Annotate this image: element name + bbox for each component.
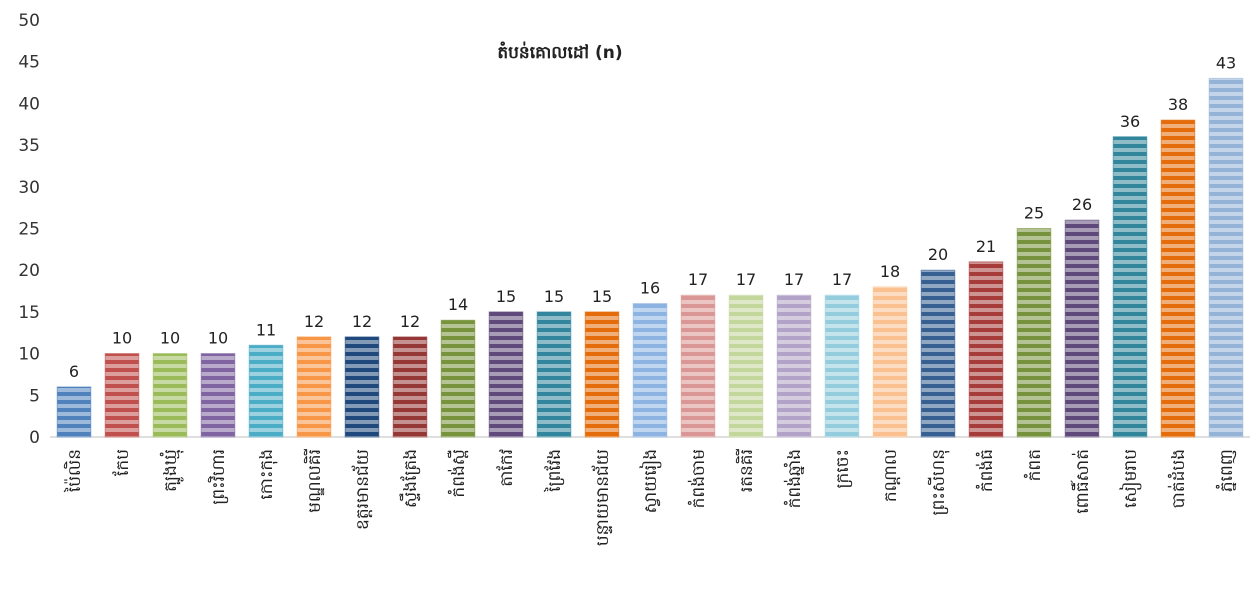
category-label: ព្រះវិហារ: [207, 449, 229, 505]
category-label: កណ្ដាល: [881, 449, 901, 502]
category-label: ស្ទឹងត្រែង: [399, 449, 421, 508]
data-label: 43: [1216, 53, 1236, 72]
data-label: 26: [1072, 195, 1092, 214]
category-label: ភ្នំពេញ: [1215, 449, 1237, 492]
y-tick-label: 15: [18, 303, 40, 323]
bar: [872, 286, 908, 438]
bar: [56, 386, 92, 438]
category-label: បាត់ដំបង: [1167, 449, 1189, 508]
bar: [632, 303, 668, 438]
y-tick-label: 30: [18, 178, 40, 198]
data-label: 11: [256, 320, 276, 339]
bar: [440, 319, 476, 438]
category-label: កោះកុង: [257, 449, 278, 500]
y-tick-label: 45: [18, 53, 40, 73]
bar: [152, 353, 188, 438]
data-label: 20: [928, 245, 948, 264]
category-label: មណ្ឌលគិរី: [303, 449, 325, 513]
category-label: ស្វាយរៀង: [639, 449, 662, 513]
y-tick-label: 10: [18, 345, 40, 365]
data-label: 21: [976, 237, 996, 256]
y-tick-label: 5: [29, 386, 40, 406]
category-label: កំពង់ចាម: [687, 449, 709, 508]
bar: [1160, 119, 1196, 438]
data-label: 17: [736, 270, 756, 289]
category-label: រតនគិរី: [735, 449, 757, 492]
category-label: សៀមរាប: [1119, 449, 1142, 508]
chart-title: តំបន់គោលដៅ (n): [497, 41, 622, 63]
y-tick-label: 25: [18, 220, 40, 240]
data-label: 12: [352, 312, 372, 331]
bar: [248, 344, 284, 438]
category-label: តាកែវ: [496, 449, 517, 487]
y-tick-label: 35: [18, 136, 40, 156]
y-tick-label: 0: [29, 428, 40, 448]
data-label: 12: [400, 312, 420, 331]
y-axis-ticks: 0 5 10 15 20 25 30 35 40 45 50: [18, 11, 40, 448]
data-label: 15: [592, 287, 612, 306]
category-label: កំពង់ស្ពឺ: [447, 449, 469, 498]
data-label: 10: [208, 329, 228, 348]
bar: [1112, 136, 1148, 438]
category-label: ឧត្ដរមានជ័យ: [351, 449, 373, 530]
category-label: ពោធិ៍សាត់: [1070, 449, 1093, 514]
data-label: 12: [304, 312, 324, 331]
bar: [104, 353, 140, 438]
bar: [200, 353, 236, 438]
bar: [776, 294, 812, 438]
data-labels: 6 10 10 10 11 12 12 12 14 15 15 15 16 17 17 17 17 18 20 21 2…: [69, 53, 1236, 381]
data-label: 18: [880, 262, 900, 281]
category-label: កំពង់ធំ: [975, 449, 997, 492]
category-label: ត្បូងឃ្មុំ: [159, 449, 184, 492]
data-label: 15: [496, 287, 516, 306]
category-label: ព្រះសីហនុ: [927, 449, 950, 516]
y-tick-label: 40: [18, 94, 40, 114]
data-label: 10: [112, 329, 132, 348]
bar: [920, 269, 956, 438]
bar: [728, 294, 764, 438]
bar: [584, 311, 620, 438]
bar: [824, 294, 860, 438]
data-label: 36: [1120, 112, 1140, 131]
category-label: បន្ទាយមានជ័យ: [591, 449, 613, 546]
bar: [1208, 77, 1244, 438]
bar: [1016, 228, 1052, 438]
data-label: 17: [688, 270, 708, 289]
data-label: 14: [448, 295, 468, 314]
data-label: 16: [640, 279, 660, 298]
y-tick-label: 20: [18, 261, 40, 281]
bar: [536, 311, 572, 438]
bar: [488, 311, 524, 438]
data-label: 38: [1168, 95, 1188, 114]
data-label: 17: [832, 270, 852, 289]
data-label: 10: [160, 329, 180, 348]
data-label: 15: [544, 287, 564, 306]
bar: [968, 261, 1004, 438]
category-label: កំពង់ឆ្នាំង: [783, 449, 805, 508]
bars: [56, 77, 1244, 438]
category-label: ប៉ៃលិន: [63, 449, 85, 493]
data-label: 17: [784, 270, 804, 289]
category-label: កែប: [112, 449, 133, 476]
bar: [296, 336, 332, 438]
category-labels: ប៉ៃលិន កែប ត្បូងឃ្មុំ ព្រះវិហារ កោះកុង មណ្ឌលគ…: [63, 449, 1237, 546]
category-label: កំពត: [1023, 449, 1045, 481]
y-tick-label: 50: [18, 11, 40, 31]
category-label: ក្រចេះ: [833, 449, 853, 489]
bar: [392, 336, 428, 438]
data-label: 6: [69, 362, 79, 381]
category-label: ព្រៃវែង: [543, 449, 565, 493]
bar: [1064, 219, 1100, 438]
bar: [680, 294, 716, 438]
bar: [344, 336, 380, 438]
data-label: 25: [1024, 204, 1044, 223]
